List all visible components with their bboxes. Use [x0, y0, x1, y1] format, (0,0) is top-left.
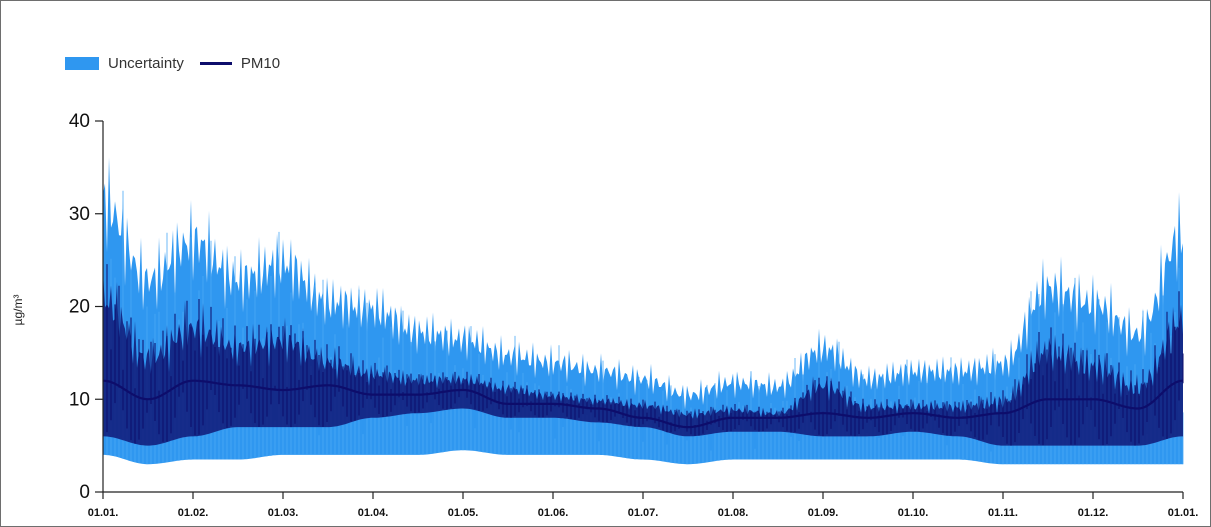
x-tick-label: 01.12. — [1078, 507, 1109, 519]
x-tick-label: 01.11. — [988, 507, 1018, 519]
x-tick-label: 01.03. — [268, 507, 299, 519]
legend-label-pm10: PM10 — [240, 54, 281, 72]
x-tick-label: 01.09. — [808, 507, 839, 519]
y-tick-label: 0 — [79, 482, 90, 503]
x-tick-label: 01.01. — [88, 507, 119, 519]
legend-item-uncertainty[interactable]: Uncertainty — [65, 55, 184, 72]
x-tick-label: 01.06. — [538, 507, 569, 519]
y-tick-label: 10 — [69, 389, 90, 410]
legend: Uncertainty PM10 — [65, 52, 296, 74]
pm10-envelope — [103, 271, 1183, 446]
y-tick-label: 40 — [69, 111, 90, 132]
y-tick-label: 30 — [69, 204, 90, 225]
y-tick-label: 20 — [69, 297, 90, 318]
x-tick-label: 01.01. — [1168, 507, 1199, 519]
x-tick-label: 01.05. — [448, 507, 479, 519]
x-tick-label: 01.04. — [358, 507, 389, 519]
x-tick-label: 01.07. — [628, 507, 659, 519]
x-tick-label: 01.02. — [178, 507, 209, 519]
x-tick-label: 01.08. — [718, 507, 749, 519]
legend-label-uncertainty: Uncertainty — [108, 54, 184, 72]
legend-item-pm10[interactable]: PM10 — [199, 54, 281, 72]
x-tick-label: 01.10. — [898, 507, 929, 519]
legend-swatch-pm10 — [199, 61, 232, 65]
pm10-line — [102, 379, 1184, 429]
legend-swatch-uncertainty — [65, 56, 99, 70]
axes-group: 0 10 20 30 40 01.01. 01.02. 01.03. 01.04. 01.05. 0… — [69, 111, 1198, 519]
